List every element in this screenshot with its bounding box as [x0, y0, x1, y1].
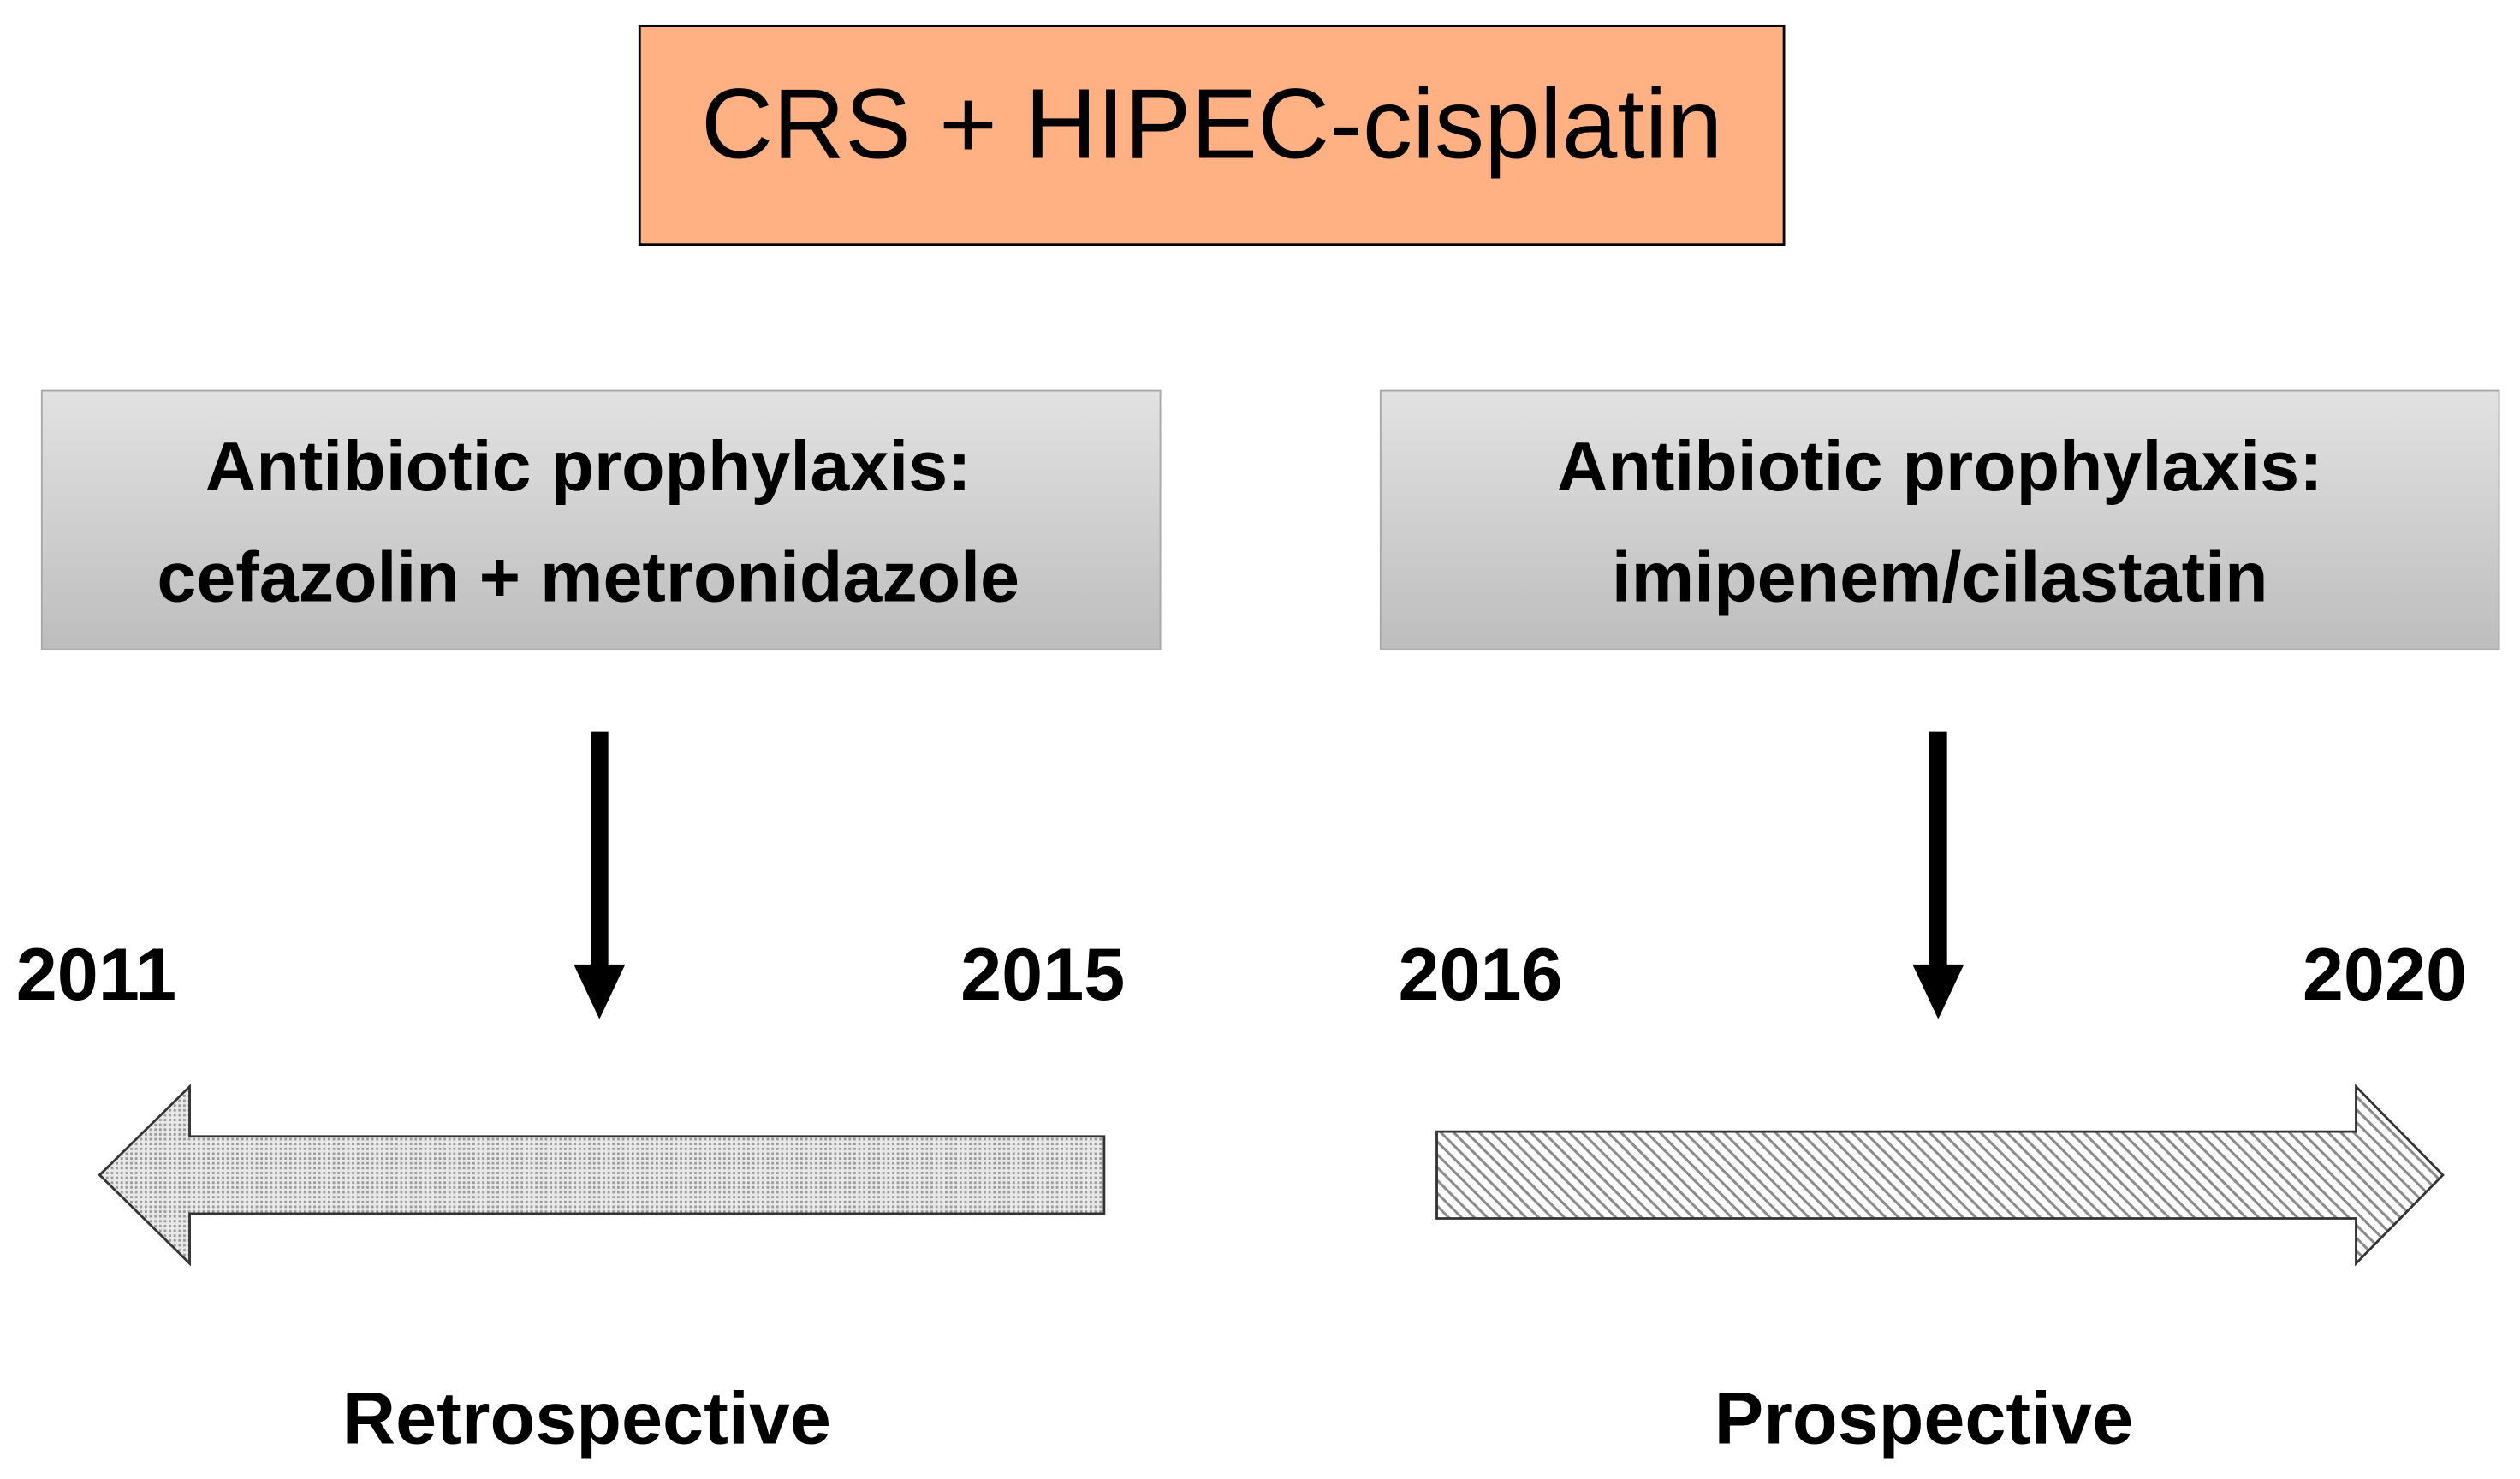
end-year: 2020	[2303, 934, 2467, 1016]
end-year: 2015	[960, 934, 1125, 1016]
box-line: cefazolin + metronidazole	[157, 538, 1019, 617]
title-box	[638, 24, 1786, 246]
box-line: imipenem/cilastatin	[1612, 538, 2268, 617]
period-label: Prospective	[1715, 1377, 2134, 1459]
down-arrow-head	[574, 964, 626, 1019]
box-line: Antibiotic prophylaxis:	[205, 426, 972, 506]
title: CRS + HIPEC-cisplatin	[701, 68, 1722, 179]
prophylaxis-box	[1379, 389, 2500, 650]
start-year: 2016	[1398, 934, 1562, 1016]
down-arrow-head	[1912, 964, 1964, 1019]
prophylaxis-box	[40, 389, 1162, 650]
period-label: Retrospective	[342, 1377, 831, 1459]
timeline-arrow-left	[98, 1084, 1106, 1267]
box-line: Antibiotic prophylaxis:	[1557, 426, 2323, 506]
timeline-arrow-right	[1435, 1084, 2445, 1267]
start-year: 2011	[16, 934, 176, 1016]
